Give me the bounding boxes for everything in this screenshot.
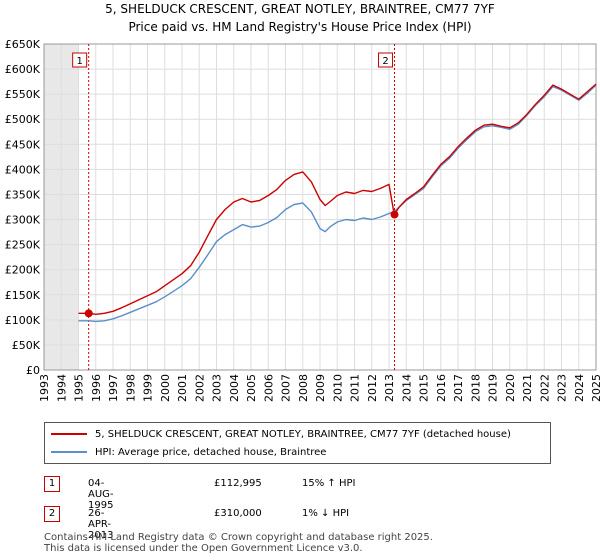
x-tick-label: 2018 [469,374,482,402]
sale-label-number: 2 [382,56,388,67]
y-tick-label: £550K [5,88,41,101]
sale-label-box: 1 [72,52,88,68]
x-tick-label: 2014 [400,374,413,402]
transaction-date: 04-AUG-1995 [88,478,114,511]
chart-legend: 5, SHELDUCK CRESCENT, GREAT NOTLEY, BRAI… [44,422,551,464]
x-tick-label: 2020 [504,374,517,402]
x-tick-label: 2015 [418,374,431,402]
x-tick-label: 2021 [521,374,534,402]
legend-label-hpi: HPI: Average price, detached house, Brai… [95,446,327,458]
legend-swatch-hpi [51,451,87,453]
x-tick-label: 2007 [280,374,293,402]
y-tick-label: £100K [5,314,41,327]
x-tick-label: 2025 [590,374,600,402]
footer-copyright: Contains HM Land Registry data © Crown c… [44,532,433,543]
sale-point [84,309,93,318]
legend-item-property: 5, SHELDUCK CRESCENT, GREAT NOTLEY, BRAI… [51,427,511,441]
x-tick-label: 2013 [383,374,396,402]
y-tick-label: £400K [5,163,41,176]
y-tick-label: £650K [5,38,41,51]
x-tick-label: 1998 [124,374,137,402]
x-tick-label: 2004 [228,374,241,402]
x-tick-label: 2001 [176,374,189,402]
x-tick-label: 1994 [55,374,68,402]
x-tick-label: 2008 [297,374,310,402]
sale-point [390,210,399,219]
footer-licence: This data is licensed under the Open Gov… [44,543,363,554]
y-tick-label: £0 [26,364,40,377]
y-tick-label: £350K [5,188,41,201]
transaction-hpi-diff: 1% ↓ HPI [302,508,350,519]
y-tick-label: £50K [12,339,41,352]
x-tick-label: 2012 [366,374,379,402]
x-tick-label: 2006 [262,374,275,402]
y-tick-label: £150K [5,289,41,302]
price-chart: £0 £50K £100K £150K £200K £250K £300K £350K £400… [5,38,600,402]
plot-border [43,43,597,371]
transaction-hpi-diff: 15% ↑ HPI [302,478,356,489]
x-tick-label: 2009 [314,374,327,402]
y-tick-label: £300K [5,214,41,227]
x-tick-label: 2003 [211,374,224,402]
transaction-price: £310,000 [214,508,262,519]
chart-subtitle: Price paid vs. HM Land Registry's House … [128,20,472,34]
sale-label-frame [72,52,88,68]
x-tick-label: 2002 [193,374,206,402]
transaction-badge: 2 [44,506,60,522]
x-tick-label: 1997 [107,374,120,402]
x-tick-label: 1996 [90,374,103,402]
y-tick-label: £250K [5,239,41,252]
x-tick-label: 2000 [159,374,172,402]
y-tick-label: £200K [5,264,41,277]
hpi-line [78,84,597,323]
property-price-line [78,83,597,315]
sale-label-frame [378,52,394,68]
transaction-date: 26-APR-2013 [88,508,114,541]
y-tick-label: £500K [5,113,41,126]
legend-label-property: 5, SHELDUCK CRESCENT, GREAT NOTLEY, BRAI… [95,428,511,440]
x-tick-label: 2019 [487,374,500,402]
x-tick-label: 2010 [331,374,344,402]
legend-item-hpi: HPI: Average price, detached house, Brai… [51,445,326,459]
sale-label-box: 2 [378,52,394,68]
x-tick-label: 1993 [38,374,51,402]
y-tick-label: £450K [5,138,41,151]
x-tick-label: 2023 [556,374,569,402]
x-tick-label: 1995 [73,374,86,402]
x-tick-label: 2024 [573,374,586,402]
x-tick-label: 2017 [452,374,465,402]
x-tick-label: 2016 [435,374,448,402]
sale-label-number: 1 [76,56,82,67]
transaction-badge: 1 [44,476,60,492]
x-tick-label: 2011 [349,374,362,402]
x-tick-label: 1999 [142,374,155,402]
chart-title: 5, SHELDUCK CRESCENT, GREAT NOTLEY, BRAI… [105,2,495,16]
x-tick-label: 2005 [245,374,258,402]
legend-swatch-property [51,433,87,435]
transaction-price: £112,995 [214,478,262,489]
y-tick-label: £600K [5,63,41,76]
x-tick-label: 2022 [538,374,551,402]
